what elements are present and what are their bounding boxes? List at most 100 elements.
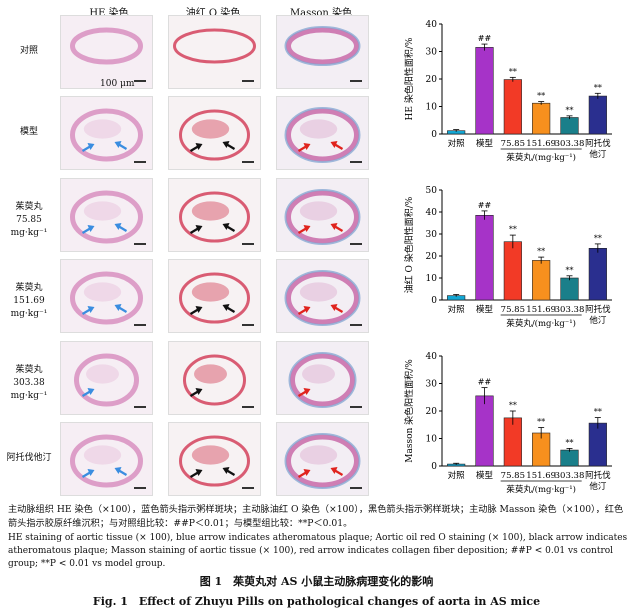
x-tick-label: 阿托伐	[585, 138, 611, 149]
bar-chart: HE 染色阳性面积/% 0 10 20 30 40 对照 ## 模型 ** 75.85 ** 151.6…	[403, 20, 612, 163]
significance-mark: **	[509, 401, 517, 410]
vessel-section-image	[284, 189, 361, 245]
vessel-section-image	[179, 272, 250, 324]
micrograph-panel	[168, 96, 261, 170]
row-label-line: 茱萸丸	[15, 283, 43, 293]
scale-bar	[350, 487, 362, 489]
x-tick-label: 303.38	[555, 471, 585, 481]
scale-bar	[350, 324, 362, 326]
micrograph-panel	[60, 341, 153, 415]
micrograph-panel	[168, 422, 261, 496]
row-label: 模型	[0, 126, 58, 139]
vessel-section-image	[70, 108, 143, 162]
micrograph-panel	[276, 178, 369, 252]
figure-title-chinese: 图 1 茱萸丸对 AS 小鼠主动脉病理变化的影响	[199, 575, 434, 588]
significance-mark: **	[509, 225, 517, 234]
row-label-line: 茱萸丸	[15, 365, 43, 375]
micrograph-panel	[168, 341, 261, 415]
row-label: 茱萸丸 75.85 mg·kg⁻¹	[0, 201, 58, 240]
y-tick-label: 10	[426, 435, 438, 445]
vessel-section-image	[179, 191, 250, 243]
x-tick-label: 他汀	[589, 481, 607, 492]
bar	[588, 247, 607, 301]
y-tick-label: 10	[426, 274, 438, 284]
row-label: 茱萸丸 303.38 mg·kg⁻¹	[0, 364, 58, 403]
scale-bar	[242, 406, 254, 408]
scale-label: 100 μm	[100, 79, 135, 89]
row-label-line: 阿托伐他汀	[6, 452, 52, 463]
row-label: 阿托伐他汀	[0, 452, 58, 465]
micrograph-panel	[168, 259, 261, 333]
scale-bar	[242, 487, 254, 489]
vessel-section-image	[183, 354, 246, 406]
y-tick-label: 30	[426, 48, 438, 58]
vessel-section-image	[70, 271, 143, 325]
significance-mark: **	[509, 67, 517, 76]
row-label-line: 茱萸丸	[15, 202, 43, 212]
micrograph-panel	[276, 422, 369, 496]
bar	[532, 260, 551, 301]
scale-bar	[134, 161, 146, 163]
y-tick-label: 40	[426, 352, 438, 362]
vessel-section-image	[70, 27, 143, 65]
scale-bar	[350, 80, 362, 82]
bar	[588, 422, 607, 467]
caption-chinese: 主动脉组织 HE 染色（×100），蓝色箭头指示粥样斑块；主动脉油红 O 染色（…	[8, 504, 624, 529]
significance-mark: **	[537, 92, 545, 101]
x-tick-label: 75.85	[501, 139, 525, 149]
x-tick-label: 151.69	[526, 471, 556, 481]
x-tick-label: 他汀	[589, 149, 607, 160]
vessel-section-image	[284, 107, 361, 163]
x-tick-label: 阿托伐	[585, 304, 611, 315]
vessel-section-image	[70, 434, 143, 488]
significance-mark: ##	[478, 201, 492, 210]
micrograph-panel	[168, 15, 261, 89]
scale-bar	[134, 406, 146, 408]
x-tick-label: 模型	[476, 138, 494, 149]
y-tick-label: 20	[426, 407, 438, 417]
y-tick-label: 0	[431, 296, 437, 306]
bar-charts: HE 染色阳性面积/% 0 10 20 30 40 对照 ## 模型 ** 75.85 ** 151.6…	[403, 20, 612, 495]
bar	[560, 277, 579, 301]
vessel-section-image	[179, 435, 250, 487]
scale-bar	[134, 243, 146, 245]
vessel-section-image	[179, 109, 250, 161]
bar	[532, 102, 551, 135]
x-group-label: 茱萸丸/(mg·kg⁻¹)	[506, 152, 576, 163]
vessel-section-image	[173, 28, 256, 64]
micrograph-panel	[60, 178, 153, 252]
bar	[475, 395, 494, 467]
row-label-line: 151.69 mg·kg⁻¹	[10, 296, 48, 319]
y-tick-label: 30	[426, 230, 438, 240]
x-tick-label: 151.69	[526, 139, 556, 149]
bar	[560, 117, 579, 135]
y-tick-label: 0	[431, 462, 437, 472]
micrograph-panel	[276, 259, 369, 333]
x-tick-label: 303.38	[555, 305, 585, 315]
scale-bar	[134, 324, 146, 326]
micrograph-panel	[60, 422, 153, 496]
micrograph-panel	[168, 178, 261, 252]
scale-bar	[242, 80, 254, 82]
row-label-line: 对照	[19, 45, 38, 56]
y-tick-label: 10	[426, 103, 438, 113]
significance-mark: **	[594, 83, 602, 92]
scale-bar	[242, 161, 254, 163]
scale-bar	[242, 324, 254, 326]
row-label-line: 模型	[19, 126, 38, 137]
y-tick-label: 40	[426, 20, 438, 30]
scale-bar	[134, 80, 146, 82]
x-group-label: 茱萸丸/(mg·kg⁻¹)	[506, 318, 576, 329]
bar	[475, 214, 494, 301]
vessel-section-image	[284, 270, 361, 326]
y-axis-label: HE 染色阳性面积/%	[403, 37, 415, 120]
x-tick-label: 对照	[448, 304, 466, 315]
bar	[560, 449, 579, 467]
significance-mark: **	[566, 106, 574, 115]
scale-bar	[350, 406, 362, 408]
scale-bar	[242, 243, 254, 245]
micrograph-panel	[276, 96, 369, 170]
x-tick-label: 对照	[448, 138, 466, 149]
vessel-section-image	[284, 26, 361, 66]
scale-bar	[134, 487, 146, 489]
